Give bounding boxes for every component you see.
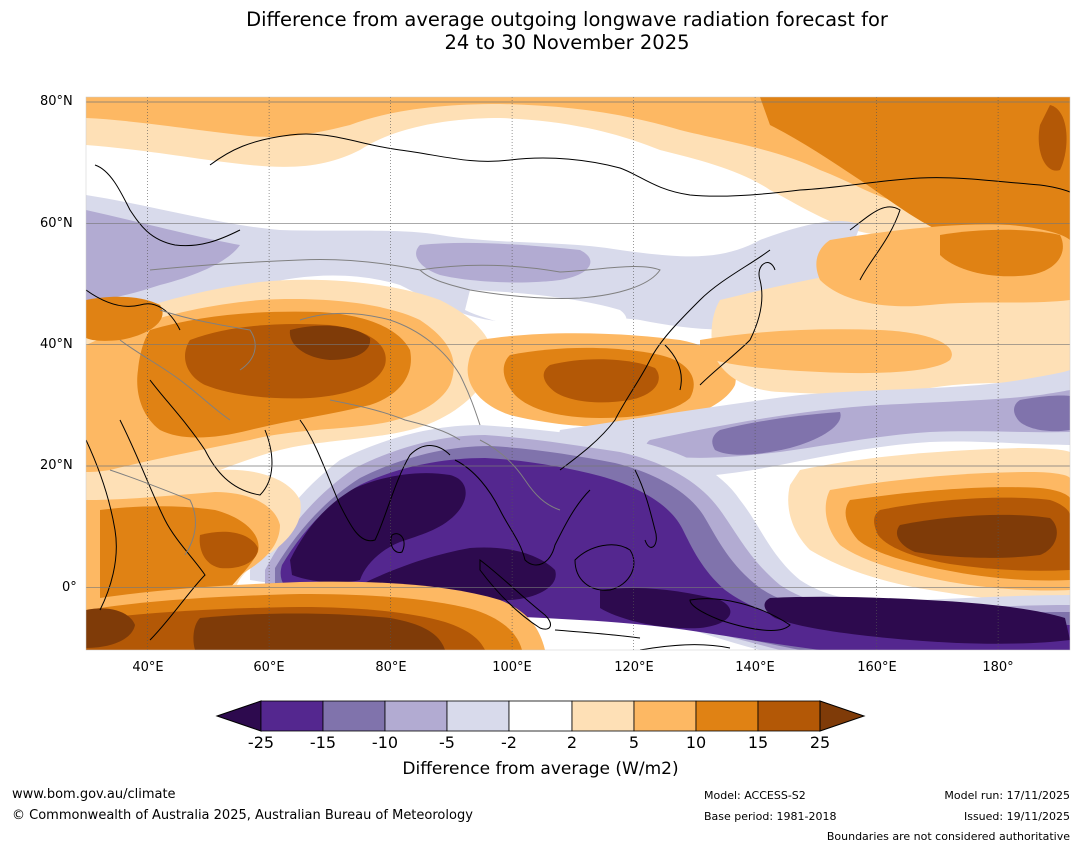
- colorbar-bin-15-25: [757, 700, 821, 732]
- chart-title: Difference from average outgoing longwav…: [0, 8, 1081, 54]
- lat-label-20n: 20°N: [40, 458, 73, 473]
- anomaly-region-east-china-very-strong: [543, 359, 659, 403]
- border-russia-kazakhstan: [149, 258, 421, 271]
- colorbar-bin-neg15-neg10: [322, 700, 386, 732]
- colorbar-tick-neg2: -2: [501, 733, 517, 752]
- anomaly-region-philippine-sea-negative: [712, 412, 841, 455]
- coastline-sri-lanka: [390, 533, 405, 554]
- border-india-north: [329, 399, 461, 441]
- colorbar-bin-neg2-2: [508, 700, 573, 732]
- anomaly-region-pacific-strong: [940, 229, 1063, 277]
- coastline-china-east: [559, 249, 771, 471]
- border-africa: [109, 469, 196, 556]
- footer-copyright: © Commonwealth of Australia 2025, Austra…: [12, 808, 473, 823]
- colorbar-bin-10-15: [695, 700, 759, 732]
- anomaly-region-tropical-pacific-extreme: [896, 514, 1057, 558]
- political-boundaries: [109, 258, 661, 556]
- colorbar-tick-15: 15: [747, 733, 769, 752]
- anomaly-region-japan-light: [700, 329, 952, 374]
- colorbar-extend-high: [819, 700, 866, 732]
- footer-model: Model: ACCESS-S2: [704, 789, 806, 802]
- border-middle-east: [119, 339, 231, 421]
- title-line-1: Difference from average outgoing longwav…: [246, 8, 888, 31]
- title-line-2: 24 to 30 November 2025: [444, 31, 690, 54]
- colorbar: [215, 700, 866, 732]
- anomaly-region-north-china-neutral: [465, 290, 627, 334]
- anomaly-region-west-asia-strong: [86, 296, 163, 341]
- anomaly-region-sw-indian-extreme: [86, 608, 135, 648]
- coastline-india: [299, 419, 451, 542]
- anomaly-region-maritime-extreme-negative: [600, 588, 731, 629]
- colorbar-tick-neg25: -25: [247, 733, 275, 752]
- colorbar-bin-5-10: [633, 700, 697, 732]
- anomaly-region-southern-indian-extreme: [193, 613, 445, 650]
- colorbar-tick-25: 25: [809, 733, 831, 752]
- coastline-africa-east: [119, 419, 206, 641]
- coastline-australia-north: [639, 644, 731, 650]
- footer-disclaimer: Boundaries are not considered authoritat…: [826, 830, 1070, 843]
- lon-label-140e: 140°E: [735, 660, 775, 675]
- footer-base-period: Base period: 1981-2018: [704, 810, 837, 823]
- lon-label-160e: 160°E: [857, 660, 897, 675]
- lon-label-100e: 100°E: [492, 660, 532, 675]
- border-southeast-asia: [479, 439, 561, 511]
- coastline-sumatra: [479, 558, 551, 630]
- anomaly-region-mongolia-negative: [416, 242, 591, 283]
- border-mongolia: [418, 264, 661, 299]
- lat-label-60n: 60°N: [40, 216, 73, 231]
- coastlines: [86, 133, 1070, 650]
- coastline-borneo: [574, 544, 635, 591]
- anomaly-region-coral-sea-extreme-negative: [764, 596, 1070, 644]
- footer-issued: Issued: 19/11/2025: [963, 810, 1070, 823]
- map-frame: [85, 96, 1071, 651]
- anomaly-region-tibet-extreme: [289, 325, 371, 360]
- colorbar-bin-neg5-neg2: [446, 700, 510, 732]
- footer-website[interactable]: www.bom.gov.au/climate: [12, 787, 176, 802]
- coastline-java: [554, 629, 641, 639]
- lon-label-120e: 120°E: [614, 660, 654, 675]
- anomaly-region-central-asia-negative: [86, 210, 240, 302]
- anomaly-region-arctic-very-strong: [1038, 105, 1067, 171]
- lat-label-40n: 40°N: [40, 337, 73, 352]
- colorbar-tick-neg15: -15: [309, 733, 337, 752]
- colorbar-tick-10: 10: [685, 733, 707, 752]
- lat-label-80n: 80°N: [40, 94, 73, 109]
- colorbar-bin-2-5: [571, 700, 635, 732]
- coastline-kamchatka: [849, 206, 901, 281]
- coastline-korea: [664, 344, 682, 391]
- coastline-southeast-asia: [454, 459, 591, 566]
- graticule: [147, 97, 999, 650]
- colorbar-tick-2: 2: [566, 733, 578, 752]
- colorbar-bin-neg25-neg15: [260, 700, 324, 732]
- lon-label-60e: 60°E: [253, 660, 285, 675]
- coastline-scandinavia: [94, 164, 241, 247]
- coastline-arabia: [149, 379, 273, 496]
- anomaly-region-africa-very-strong: [199, 531, 258, 569]
- colorbar-tick-5: 5: [628, 733, 640, 752]
- lon-label-40e: 40°E: [132, 660, 164, 675]
- border-central-asia: [159, 309, 256, 371]
- border-china-west: [299, 312, 481, 426]
- colorbar-bin-neg10-neg5: [384, 700, 448, 732]
- anomaly-region-pacific-moderate-negative: [1014, 395, 1070, 432]
- anomaly-region-siberia-strong: [880, 169, 1032, 211]
- colorbar-tick-neg10: -10: [371, 733, 399, 752]
- lon-label-180: 180°: [982, 660, 1014, 675]
- lat-label-0: 0°: [62, 580, 77, 595]
- anomaly-region-bay-of-bengal-extreme-negative: [290, 473, 466, 583]
- coastline-philippines: [634, 469, 657, 548]
- coastline-new-guinea: [689, 598, 791, 631]
- colorbar-extend-low: [215, 700, 262, 732]
- coastline-europe-west: [86, 289, 181, 331]
- lon-label-80e: 80°E: [375, 660, 407, 675]
- map-panel: [86, 97, 1070, 650]
- footer-model-run: Model run: 17/11/2025: [944, 789, 1070, 802]
- colorbar-title: Difference from average (W/m2): [402, 759, 679, 779]
- coastline-eurasia-arctic: [209, 133, 1070, 197]
- coastline-africa-west: [86, 439, 117, 611]
- coastline-japan: [699, 262, 776, 386]
- colorbar-tick-neg5: -5: [439, 733, 455, 752]
- parallels: [86, 101, 1070, 588]
